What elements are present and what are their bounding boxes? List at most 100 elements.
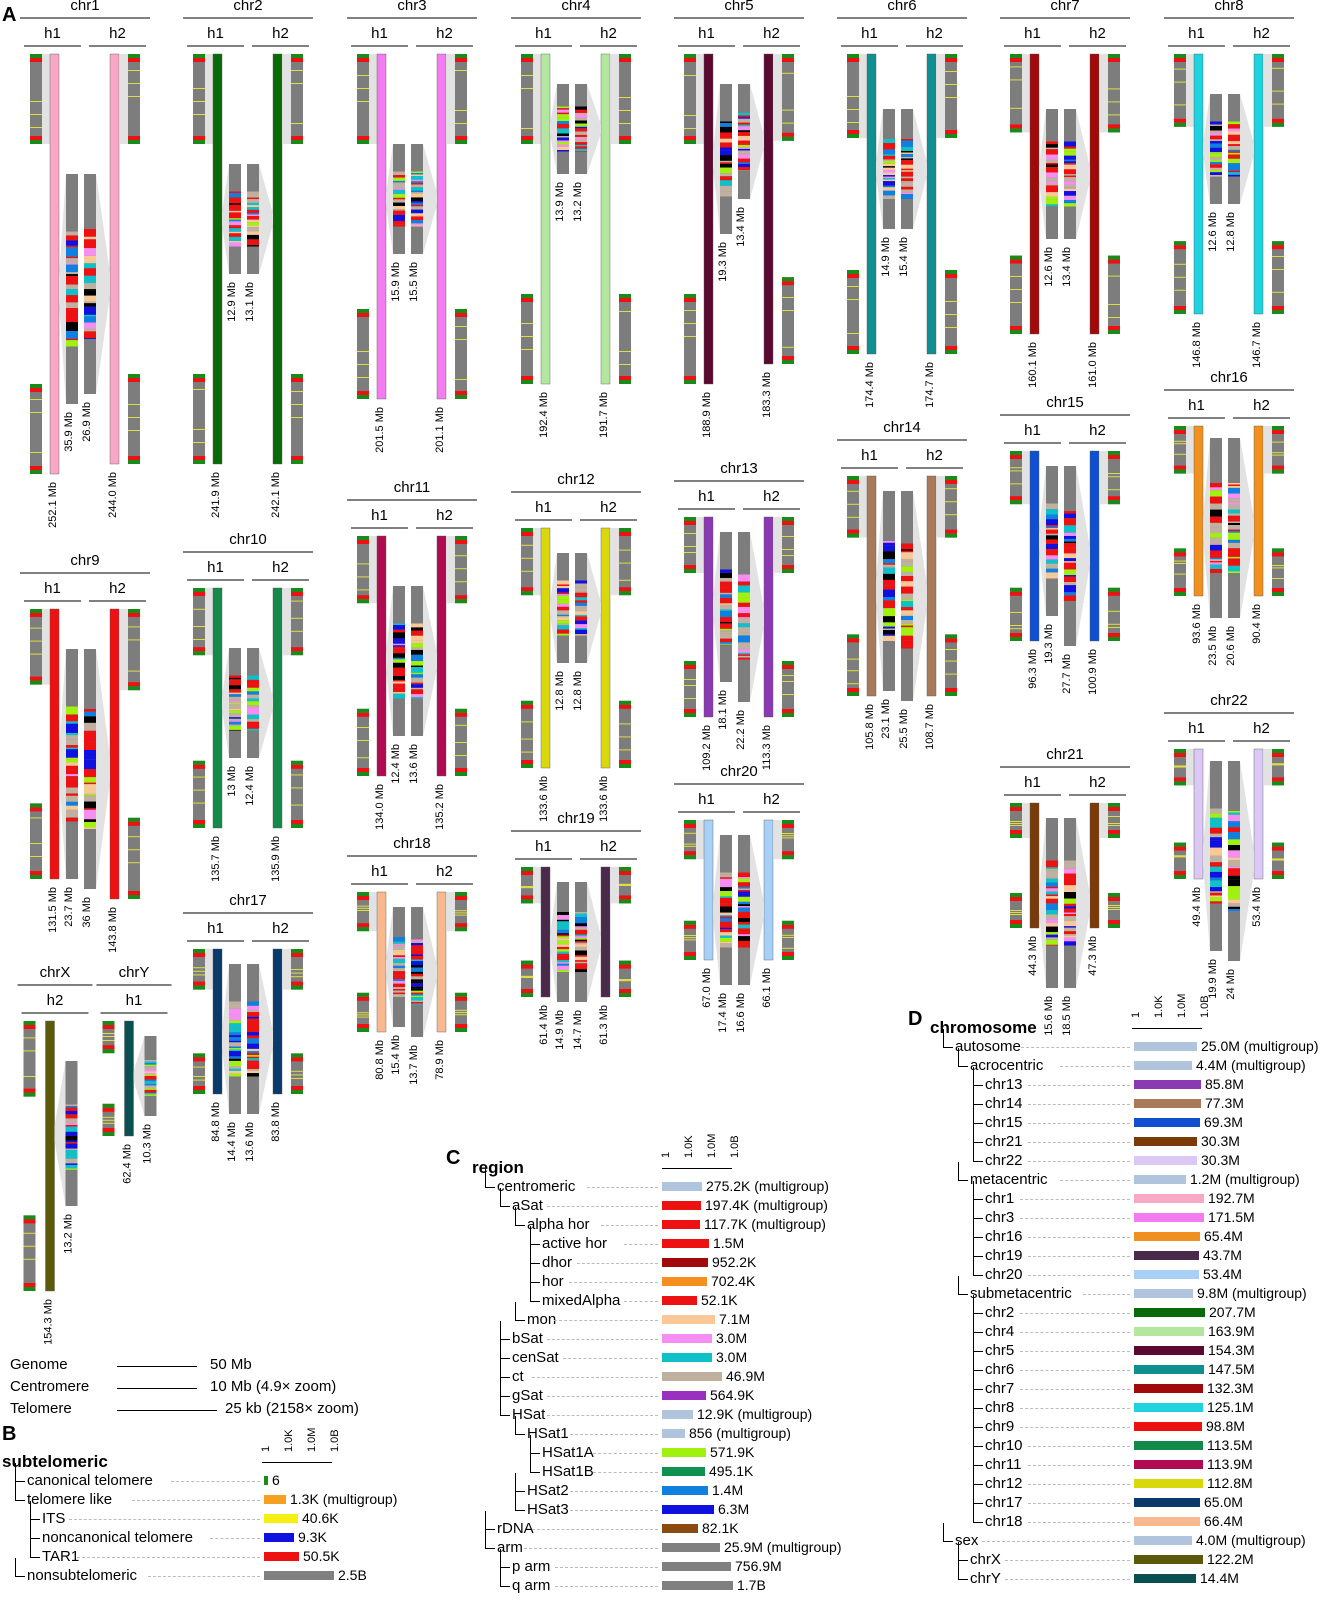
centromere-satellite-band (66, 802, 78, 806)
chromosome-name: chr17 (229, 892, 267, 909)
centromere-satellite-band (1046, 919, 1058, 923)
centromere-satellite-band (229, 212, 241, 214)
telomere-its-band (684, 939, 696, 940)
centromere-satellite-band (720, 942, 732, 944)
tree-node-label: chr21 (985, 1133, 1023, 1150)
telomere-zoom-bar (1108, 54, 1120, 132)
centromere-length-label: 13.6 Mb (408, 744, 420, 784)
centromere-satellite-band (411, 684, 423, 688)
telomere-cap (357, 993, 369, 997)
centromere-satellite-band (720, 943, 732, 947)
centromere-satellite-band (1064, 176, 1076, 178)
centromere-satellite-band (575, 912, 587, 914)
centromere-satellite-band (1046, 535, 1058, 539)
centromere-length-label: 26.9 Mb (81, 402, 93, 442)
count-bar (1134, 1118, 1200, 1127)
telomere-connector (205, 949, 213, 990)
centromere-satellite-band (720, 633, 732, 638)
telomere-connector (283, 949, 291, 990)
centromere-satellite-band (247, 199, 259, 203)
count-value: 3.0M (716, 1349, 747, 1366)
centromere-satellite-band (1228, 522, 1240, 524)
centromere-length-label: 23.1 Mb (880, 699, 892, 739)
chromosome-bar-h1 (213, 588, 222, 828)
centromere-satellite-band (1228, 159, 1240, 163)
leader-line (624, 1301, 658, 1302)
telomere-its-band (455, 725, 467, 726)
centromere-satellite-band (229, 1035, 241, 1037)
count-bar (1134, 1099, 1201, 1108)
tree-branch (973, 1485, 974, 1503)
telomere-connector (1264, 54, 1272, 127)
centromere-satellite-band (557, 629, 569, 631)
centromere-satellite-band (66, 758, 78, 760)
tree-branch (973, 1333, 974, 1351)
telomere-its-band (1010, 467, 1022, 468)
centromere-satellite-band (557, 933, 569, 935)
centromere-satellite-band (66, 796, 78, 802)
centromere-satellite-band (393, 942, 405, 944)
scale-value: 50 Mb (210, 1356, 252, 1373)
centromere-satellite-band (393, 668, 405, 672)
tree-node-label: chr14 (985, 1095, 1023, 1112)
telomere-tar1-band (1272, 777, 1284, 781)
telomere-connector (859, 476, 867, 538)
centromere-length-label: 13.7 Mb (408, 1045, 420, 1085)
centromere-satellite-band (557, 145, 569, 147)
chromosome-length-label: 61.4 Mb (538, 1005, 550, 1045)
centromere-satellite-band (883, 567, 895, 573)
centromere-satellite-band (557, 624, 569, 626)
telomere-tar1-band (619, 532, 631, 536)
centromere-satellite-band (66, 302, 78, 308)
leader-line (547, 1339, 658, 1340)
centromere-satellite-band (901, 562, 913, 566)
tree-node-label: chr8 (985, 1399, 1014, 1416)
centromere-satellite-band (1046, 178, 1058, 182)
centromere-satellite-band (411, 955, 423, 957)
centromere-satellite-band (84, 268, 96, 276)
centromere-satellite-band (1210, 865, 1222, 867)
centromere-satellite-band (84, 709, 96, 712)
centromere-satellite-band (1046, 197, 1058, 200)
telomere-connector (369, 536, 377, 603)
telomere-cap (782, 517, 794, 521)
centromere-satellite-band (1210, 172, 1222, 175)
centromere-connector (1039, 109, 1046, 239)
centromere-satellite-band (575, 963, 587, 965)
telomere-its-band (1010, 625, 1022, 626)
centromere-satellite-band (411, 994, 423, 996)
centromere-satellite-band (1210, 821, 1222, 828)
telomere-its-band (30, 628, 42, 629)
telomere-cap (291, 824, 303, 828)
haplotype-label: h1 (861, 25, 878, 42)
telomere-its-band (1010, 66, 1022, 67)
centromere-length-label: 12.4 Mb (390, 744, 402, 784)
telomere-cap (1174, 54, 1186, 58)
telomere-cap (619, 591, 631, 595)
centromere-satellite-band (1210, 169, 1222, 172)
centromere-satellite-band (720, 896, 732, 898)
telomere-its-band (1174, 561, 1186, 562)
telomere-its-band (24, 1259, 36, 1260)
centromere-satellite-band (738, 642, 750, 649)
telomere-its-band (684, 310, 696, 311)
centromere-length-label: 18.1 Mb (717, 690, 729, 730)
centromere-satellite-band (738, 575, 750, 582)
telomere-zoom-bar (847, 270, 859, 354)
telomere-its-band (455, 1010, 467, 1011)
centromere-satellite-band (229, 1056, 241, 1058)
tree-branch (530, 1264, 531, 1282)
telomere-connector (42, 609, 50, 685)
centromere-length-label: 12.6 Mb (1043, 247, 1055, 287)
tree-branch (958, 1180, 968, 1181)
centromere-length-label: 24 Mb (1225, 969, 1237, 1000)
centromere-satellite-band (901, 609, 913, 611)
centromere-satellite-band (557, 616, 569, 618)
centromere-satellite-band (229, 192, 241, 194)
centromere-satellite-band (1064, 575, 1076, 577)
centromere-satellite-band (393, 959, 405, 963)
centromere-satellite-band (411, 206, 423, 209)
centromere-satellite-band (557, 150, 569, 152)
chromosome-length-label: 252.1 Mb (47, 482, 59, 528)
telomere-tar1-band (684, 376, 696, 380)
